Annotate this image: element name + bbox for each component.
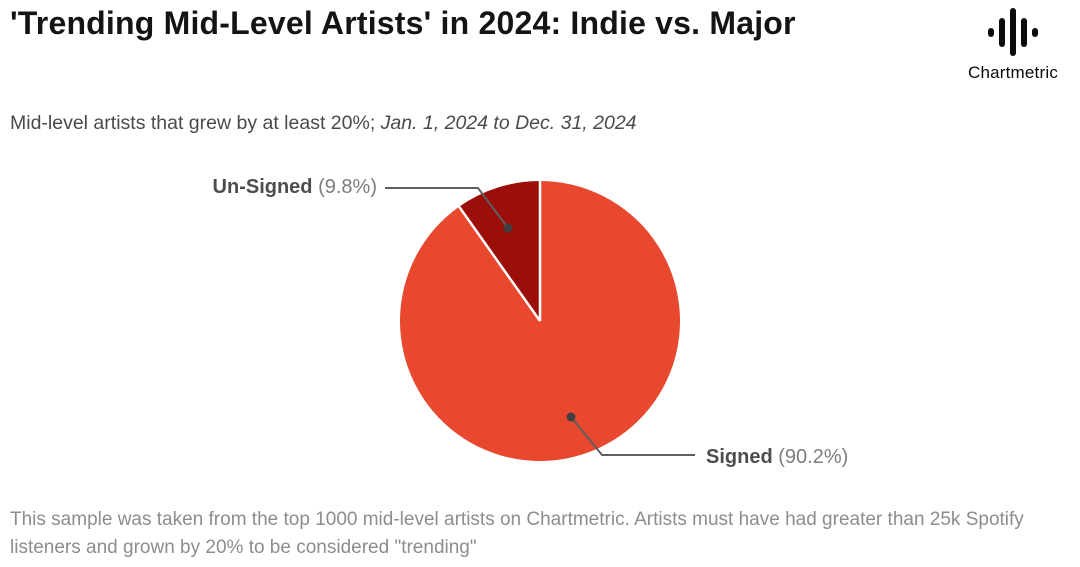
methodology-note: This sample was taken from the top 1000 … <box>10 509 1024 558</box>
page-title: 'Trending Mid-Level Artists' in 2024: In… <box>10 5 796 41</box>
chart-subtitle: Mid-level artists that grew by at least … <box>10 112 870 135</box>
brand-name: Chartmetric <box>967 63 1059 82</box>
unsigned-callout-dot <box>503 223 513 233</box>
signed-slice-pct: (90.2%) <box>778 446 849 468</box>
slice-separator-line <box>458 205 542 322</box>
subtitle-date-range: Jan. 1, 2024 to Dec. 31, 2024 <box>380 112 637 134</box>
unsigned-callout-line <box>385 187 509 229</box>
unsigned-slice-pct: (9.8%) <box>318 176 377 198</box>
signed-slice-name: Signed <box>706 446 773 468</box>
callout-lines <box>385 187 695 456</box>
waveform-bar-5 <box>1032 27 1038 37</box>
waveform-bar-2 <box>999 17 1005 47</box>
unsigned-slice-label: Un-Signed (9.8%) <box>213 176 377 199</box>
pie-slice-un-signed <box>459 181 540 321</box>
waveform-bar-4 <box>1021 17 1027 47</box>
unsigned-slice-name: Un-Signed <box>212 176 313 198</box>
waveform-bar-3 <box>1010 8 1016 56</box>
pie-separators <box>458 181 542 322</box>
waveform-bar-1 <box>988 27 994 37</box>
chartmetric-logo: Chartmetric <box>954 8 1072 83</box>
signed-callout-dot <box>566 412 576 422</box>
signed-slice-label: Signed (90.2%) <box>706 446 848 469</box>
waveform-icon <box>988 8 1038 56</box>
subtitle-text: Mid-level artists that grew by at least … <box>10 112 381 134</box>
signed-callout-line <box>570 416 695 456</box>
